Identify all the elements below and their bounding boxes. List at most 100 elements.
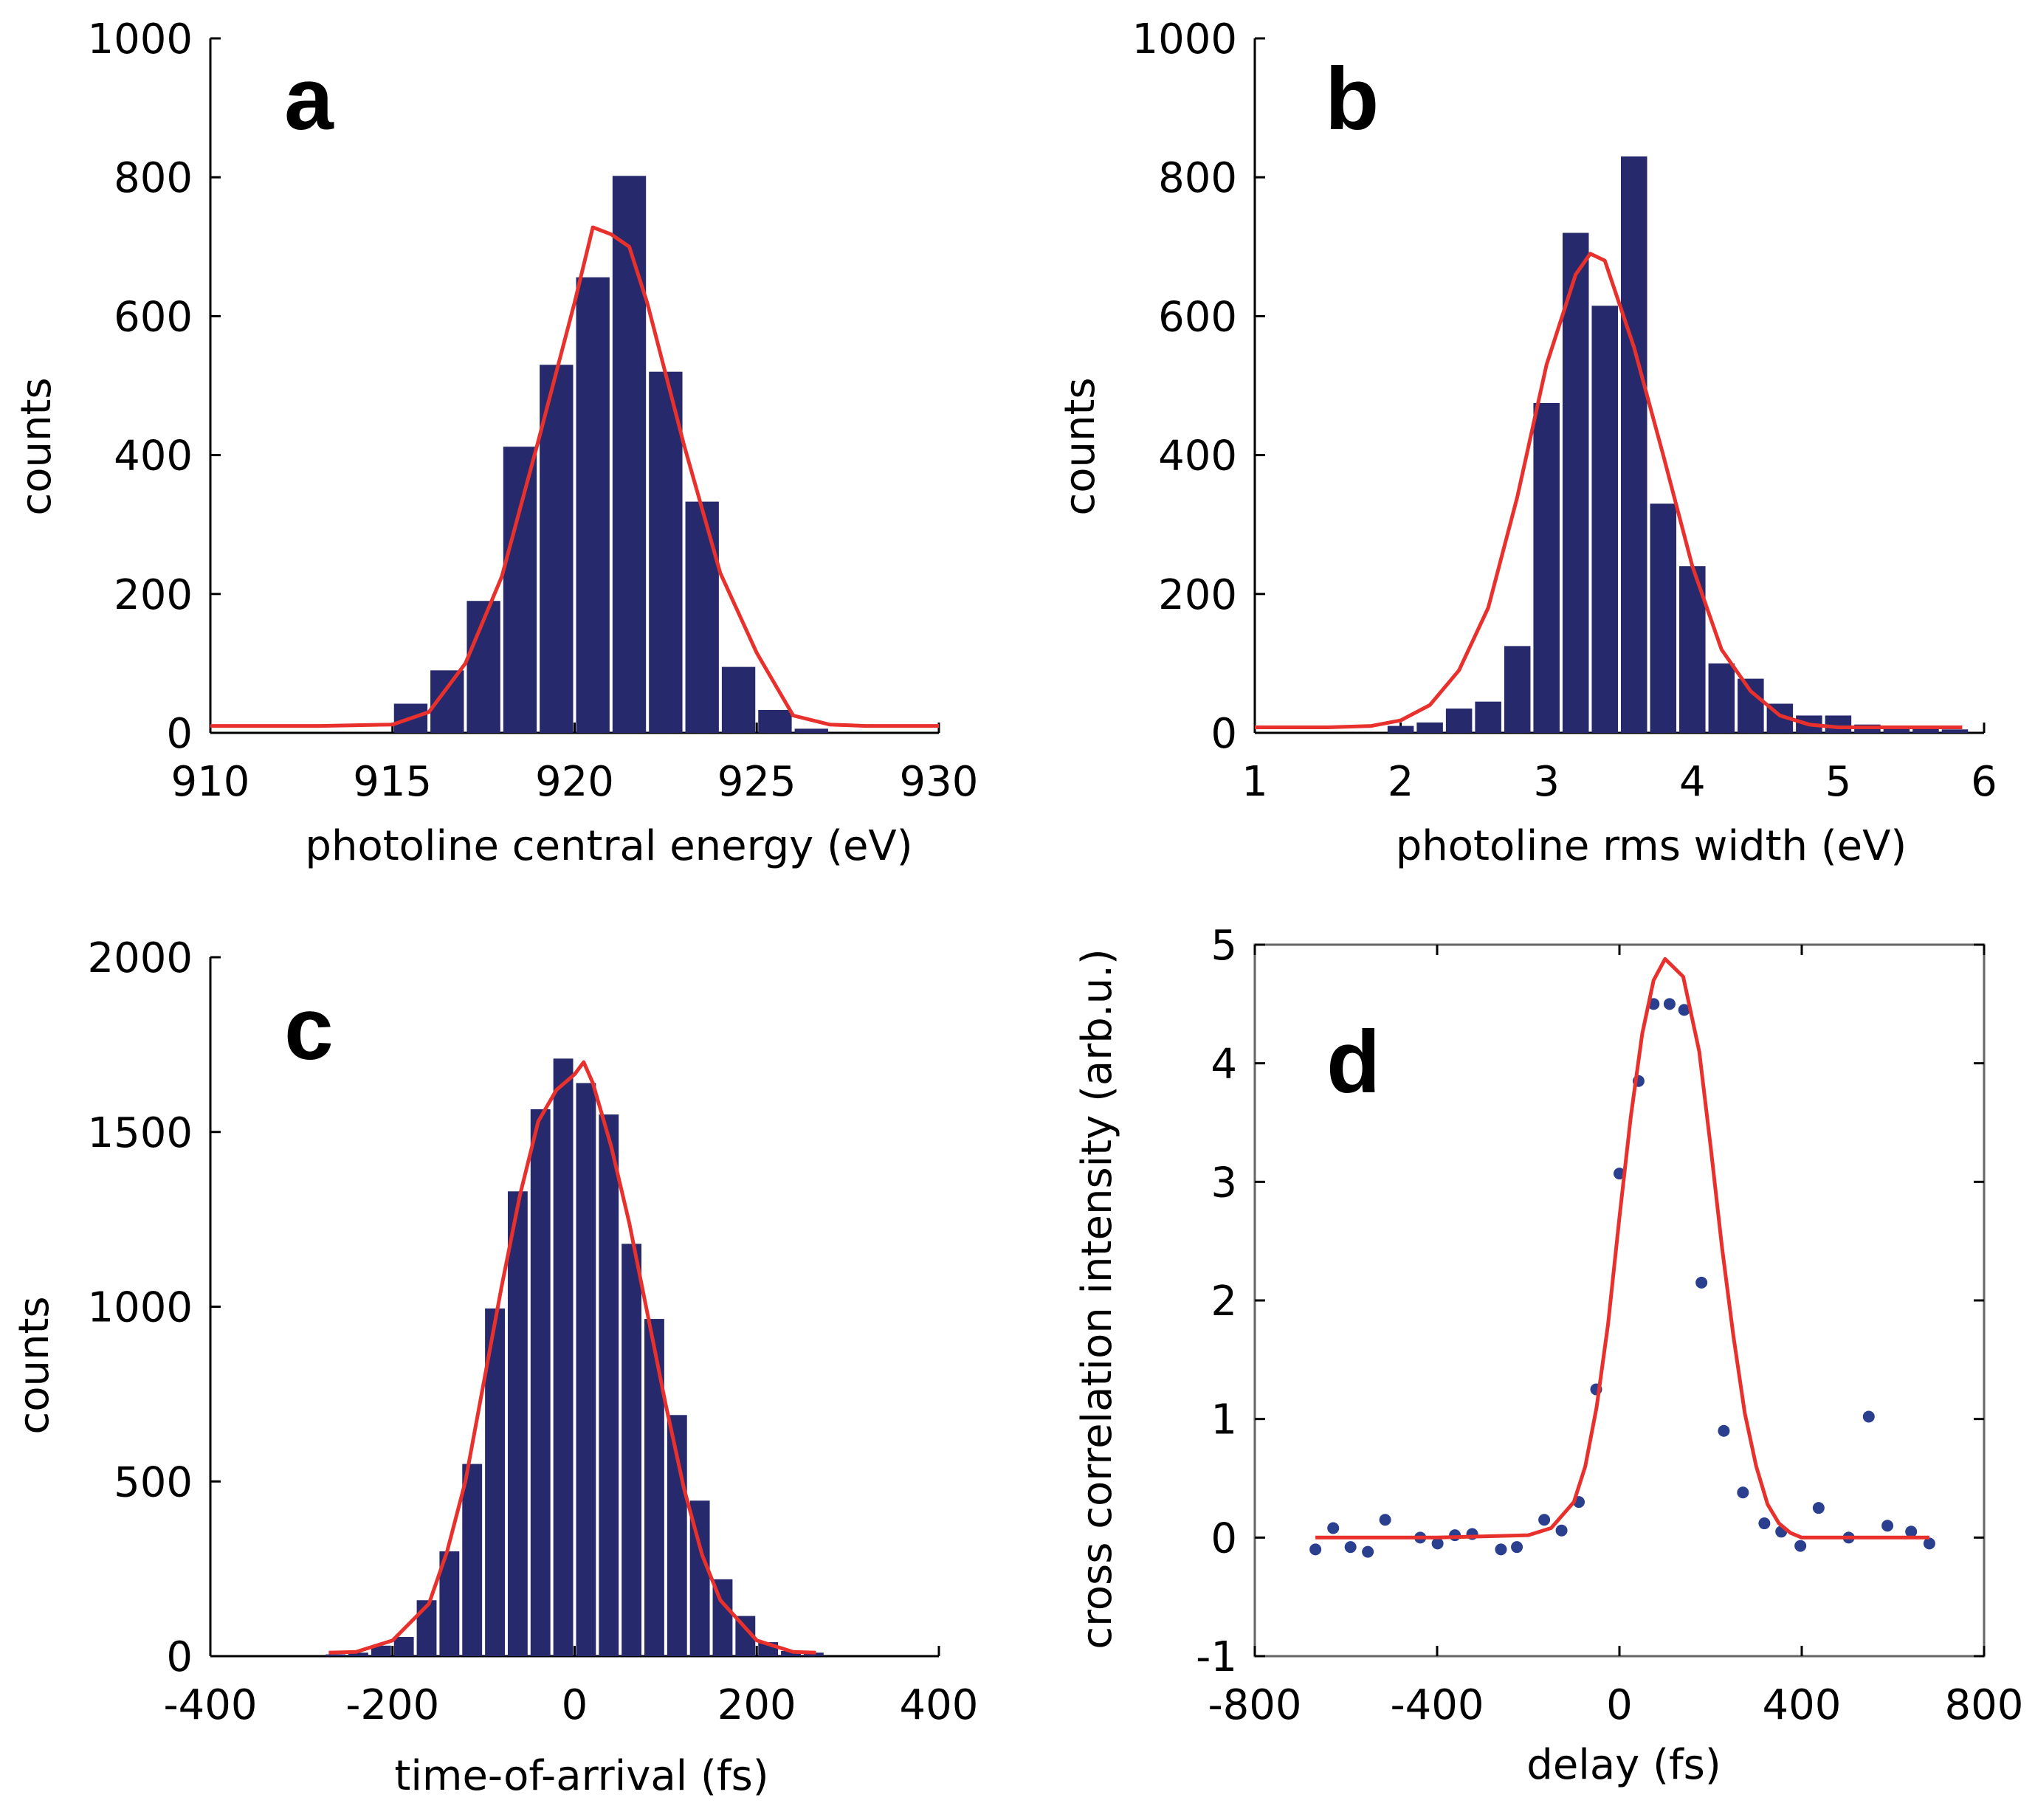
panel-a: 0 200 400 600 800 1000 910 915 920 925 930 photolin… [13, 15, 978, 870]
data-point [1362, 1545, 1374, 1558]
histogram-bar [781, 1650, 801, 1656]
histogram-bar [416, 1600, 437, 1656]
x-tick-label: 4 [1679, 758, 1706, 806]
panel-c: 0 500 1000 1500 2000 -400 -200 0 200 400 time-of-a… [10, 934, 978, 1800]
data-point [1495, 1543, 1507, 1556]
y-tick-label: 2 [1211, 1278, 1237, 1326]
histogram-bar [576, 1083, 596, 1656]
y-tick-label: 4 [1211, 1041, 1237, 1089]
y-axis-label: counts [1056, 377, 1104, 515]
data-point [1718, 1424, 1730, 1437]
y-tick-label: 1000 [1132, 15, 1237, 63]
y-tick-label: 5 [1211, 922, 1237, 970]
histogram-bar [348, 1652, 368, 1656]
x-tick-label: 930 [900, 758, 979, 806]
histogram-bar [599, 1114, 619, 1656]
x-tick-label: -400 [1390, 1681, 1484, 1729]
histogram-bar [1825, 715, 1852, 733]
x-tick-label: 0 [562, 1681, 588, 1729]
histogram-bar [1445, 709, 1473, 733]
histogram-bar [371, 1645, 391, 1656]
panel-letter: c [284, 979, 334, 1078]
y-tick-label: 1 [1211, 1396, 1237, 1444]
data-point [1511, 1541, 1523, 1554]
data-point [1678, 1004, 1690, 1016]
data-point [1794, 1540, 1807, 1552]
histogram-bar [1504, 646, 1531, 733]
histogram-bar [1533, 403, 1560, 733]
x-tick-label: -400 [163, 1681, 257, 1729]
x-axis-label: time-of-arrival (fs) [394, 1752, 768, 1800]
data-point [1663, 998, 1676, 1010]
histogram-bar [685, 501, 719, 733]
y-tick-label: 1000 [87, 15, 193, 63]
data-point [1538, 1514, 1551, 1526]
data-point [1327, 1522, 1340, 1534]
y-tick-label: 200 [114, 571, 193, 619]
x-tick-label: 800 [1945, 1681, 2024, 1729]
x-tick-label: 6 [1971, 758, 1997, 806]
histogram-bar [507, 1191, 528, 1656]
x-tick-label: 910 [171, 758, 250, 806]
histogram-bar [758, 709, 792, 733]
histogram-bar [462, 1464, 483, 1656]
histogram-bar [1621, 156, 1647, 734]
y-axis-label: cross correlation intensity (arb.u.) [1073, 948, 1121, 1650]
data-point [1737, 1486, 1749, 1499]
x-tick-label: 920 [535, 758, 614, 806]
y-tick-label: 1000 [87, 1284, 193, 1332]
x-tick-label: 400 [1763, 1681, 1842, 1729]
histogram-bar [1883, 725, 1910, 733]
y-tick-label: 400 [114, 432, 193, 480]
x-axis-label: photoline central energy (eV) [305, 822, 912, 870]
data-point [1923, 1537, 1935, 1550]
y-tick-label: 1500 [87, 1109, 193, 1157]
x-tick-label: 5 [1825, 758, 1852, 806]
y-tick-label: 500 [114, 1458, 193, 1506]
data-point [1555, 1524, 1568, 1537]
histogram-bar [393, 1636, 414, 1656]
y-tick-label: 600 [114, 293, 193, 341]
histogram-bar [721, 666, 756, 733]
x-tick-label: -200 [345, 1681, 439, 1729]
data-point [1758, 1517, 1771, 1530]
histogram-bar [1562, 232, 1589, 734]
y-tick-label: 2000 [87, 934, 193, 982]
histogram-bar [1650, 503, 1677, 733]
data-point [1812, 1502, 1825, 1514]
histogram-bar [1387, 725, 1414, 733]
y-tick-label: 3 [1211, 1159, 1237, 1207]
histogram-bar [1738, 678, 1764, 733]
data-point [1881, 1520, 1894, 1532]
histogram-bar [540, 365, 574, 733]
y-tick-label: -1 [1196, 1633, 1237, 1681]
data-point [1862, 1410, 1875, 1423]
histogram-bar [1912, 727, 1939, 733]
panel-letter: a [284, 49, 334, 148]
y-tick-label: 0 [166, 710, 193, 758]
histogram-bar [612, 176, 647, 733]
panel-b: 0 200 400 600 800 1000 1 2 3 4 5 6 photoline rms wid… [1056, 15, 1997, 870]
panel-d: -1 0 1 2 3 4 5 -800 -400 0 400 800 delay (fs) cross c… [1073, 922, 2023, 1789]
histogram-bar [644, 1319, 664, 1656]
data-point [1309, 1543, 1322, 1556]
fit-curve [328, 1060, 816, 1655]
x-tick-label: -800 [1208, 1681, 1301, 1729]
y-tick-label: 0 [1211, 1514, 1237, 1562]
histogram-bar [1708, 663, 1735, 733]
x-tick-label: 2 [1388, 758, 1414, 806]
fit-curve [210, 225, 939, 728]
y-tick-label: 0 [1211, 710, 1237, 758]
y-tick-label: 200 [1158, 571, 1237, 619]
x-tick-label: 0 [1606, 1681, 1633, 1729]
data-point [1695, 1276, 1708, 1289]
y-tick-label: 600 [1158, 293, 1237, 341]
fit-curve [1255, 252, 1963, 729]
panel-letter: b [1325, 49, 1379, 148]
histogram-bar [621, 1244, 642, 1656]
histogram-bar [326, 1654, 346, 1656]
histogram-bar [1416, 722, 1443, 733]
histogram-bar [503, 447, 537, 733]
y-axis-label: counts [13, 377, 61, 515]
